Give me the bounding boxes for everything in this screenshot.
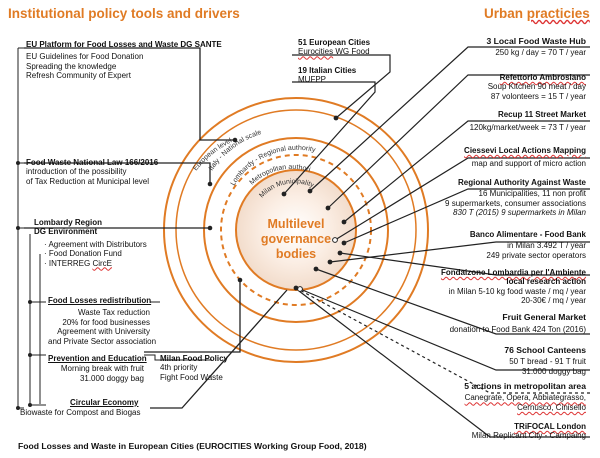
right-header: Urban practicies [484,6,590,21]
practice-line: in Milan 5-10 kg food waste / mq / year [448,286,586,296]
practice-line: Cernusco, Cinisello [517,402,586,412]
eu-platform-title: EU Platform for Food Losses and Waste DG… [26,40,222,49]
circular-economy-title: Circular Economy [70,398,139,407]
center-connector-dots [281,115,339,197]
practice-recup: Recup 11 Street Market 120kg/market/week… [470,110,586,133]
practice-line: Soup Kitchen 90 meat / day [487,82,586,92]
practice-trifocal: TRiFOCAL London Milan Replicant City - C… [472,422,586,441]
eu-platform-line: Spreading the knowledge [26,61,117,71]
figure-caption: Food Losses and Waste in European Cities… [18,441,367,451]
national-law-line: of Tax Reduction at Municipal level [26,176,150,186]
european-level-ring [163,97,429,363]
metropolitan-level-ring [220,154,372,306]
prevention-block: Prevention and Education Morning break w… [48,354,147,383]
practice-regional-authority: Regional Authority Against Waste 16 Muni… [445,178,586,218]
practice-line: 249 private sector operators [486,250,586,260]
national-law-title: Food Waste National Law 166/2016 [26,158,159,167]
practice-line: map and support of micro action [471,159,586,169]
practice-line: 50 T bread - 91 T fruit [509,357,586,367]
practice-line: 120kg/market/week = 73 T / year [469,123,586,133]
right-connector-dots [293,188,347,292]
practice-line: 830 T (2015) 9 supermarkets in Milan [453,208,586,218]
regional-level-ring [203,137,389,323]
practice-metropolitan-actions: 5 actions in metropolitan area Canegrate… [464,381,586,412]
practice-title: 5 actions in metropolitan area [464,381,586,391]
redistribution-line: 20% for food businesses [62,317,150,327]
national-law-line: introduction of the possibility [26,167,127,177]
center-connector-lines [283,54,391,195]
practice-fruit-market: Fruit General Market donation to Food Ba… [449,312,586,335]
practice-line: 250 kg / day = 70 T / year [495,48,586,58]
practice-banco-alimentare: Banco Alimentare - Food Bank in Milan 3.… [470,230,586,260]
center-line-3: bodies [276,247,316,261]
practice-title: Refettorio Ambrosiano [499,73,586,82]
circular-economy-line: Biowaste for Compost and Biogas [20,408,141,417]
redistribution-block: Food Losses redistribution Waste Tax red… [48,296,157,346]
practice-line: Milan Replicant City - Campaing [471,431,586,441]
italian-cities-title: 19 Italian Cities [298,66,357,75]
eu-platform-line: EU Guidelines for Food Donation [26,52,144,62]
right-header-word-2: practicies [526,6,590,21]
interreg-project-name: CircE [92,258,113,268]
practice-title: TRiFOCAL London [514,422,586,431]
practice-line: 16 Municipalities, 11 non profit [478,189,586,199]
prevention-title: Prevention and Education [48,354,147,363]
practice-fondazione-lombardia: Fondaizone Lombardia per l'Ambiente loca… [441,268,586,306]
center-line-2: governance [261,232,331,246]
lombardy-line-interreg: · INTERREG CircE [44,258,113,268]
practice-ciessevi: Ciessevi Local Actions Mapping map and s… [464,146,586,169]
practice-line: 9 supermarkets, consumer associations [445,198,586,208]
right-header-word-1: Urban [484,6,524,21]
milan-food-policy-line: Fight Food Waste [160,372,223,382]
practice-refettorio: Refettorio Ambrosiano Soup Kitchen 90 me… [488,73,586,101]
milan-food-policy-line: 4th priority [160,363,198,373]
practice-title: 3 Local Food Waste Hub [486,36,586,46]
practice-title: 76 School Canteens [504,345,586,355]
redistribution-line: Waste Tax reduction [77,308,150,318]
national-level-ring [175,109,417,351]
prevention-line: Morning break with fruit [60,364,144,374]
lombardy-line: · Food Donation Fund [44,249,122,259]
left-connector-lines [17,47,288,409]
practice-title: Fondaizone Lombardia per l'Ambiente [440,268,586,277]
lombardy-title-2: DG Environment [34,227,98,237]
practice-line: in Milan 3.492 T / year [507,241,586,251]
practice-title: Fruit General Market [502,312,586,322]
right-connector-lines [295,46,590,438]
italian-cities-line: MUFPP [298,75,326,85]
practice-line: 20-30€ / mq / year [521,296,586,306]
milan-food-policy-title: Milan Food Policy [160,354,229,363]
lombardy-block: Lombardy Region DG Environment · Agreeme… [34,218,147,268]
center-line-1: Multilevel [268,217,325,231]
italian-cities-block: 19 Italian Cities MUFPP [298,66,356,85]
practice-title: Ciessevi Local Actions Mapping [464,146,586,155]
practice-line: 31.000 doggy bag [521,366,586,376]
practice-title: Regional Authority Against Waste [457,178,586,187]
prevention-line: 31.000 doggy bag [79,373,144,383]
practice-title: Banco Alimentare - Food Bank [469,230,586,239]
practice-food-waste-hub: 3 Local Food Waste Hub 250 kg / day = 70… [486,36,586,58]
eu-platform-block: EU Platform for Food Losses and Waste DG… [26,40,222,81]
lombardy-line: · Agreement with Distributors [44,239,147,249]
practice-line: Canegrate, Opera, Abbiategrasso, [464,393,586,403]
lombardy-title-1: Lombardy Region [34,218,103,227]
eu-platform-line: Refresh Community of Expert [26,71,131,81]
milan-food-policy-block: Milan Food Policy 4th priority Fight Foo… [160,354,228,382]
european-cities-line: Eurocities WG Food [298,47,370,57]
european-cities-block: 51 European Cities Eurocities WG Food [298,38,370,57]
redistribution-line: Agreement with University [57,327,150,337]
redistribution-line: and Private Sector association [48,336,157,346]
european-cities-title: 51 European Cities [298,38,371,47]
practice-line: 87 volonteers = 15 T / year [490,91,586,101]
national-law-block: Food Waste National Law 166/2016 introdu… [26,158,158,186]
practice-line: donation to Food Bank 424 Ton (2016) [449,325,586,335]
practice-school-canteens: 76 School Canteens 50 T bread - 91 T fru… [504,345,586,376]
practice-title: Recup 11 Street Market [497,110,586,119]
practice-title-2: local research action [506,277,586,287]
left-header: Institutional policy tools and drivers [8,6,240,21]
left-connector-dots [16,137,243,410]
redistribution-title: Food Losses redistribution [48,296,152,305]
